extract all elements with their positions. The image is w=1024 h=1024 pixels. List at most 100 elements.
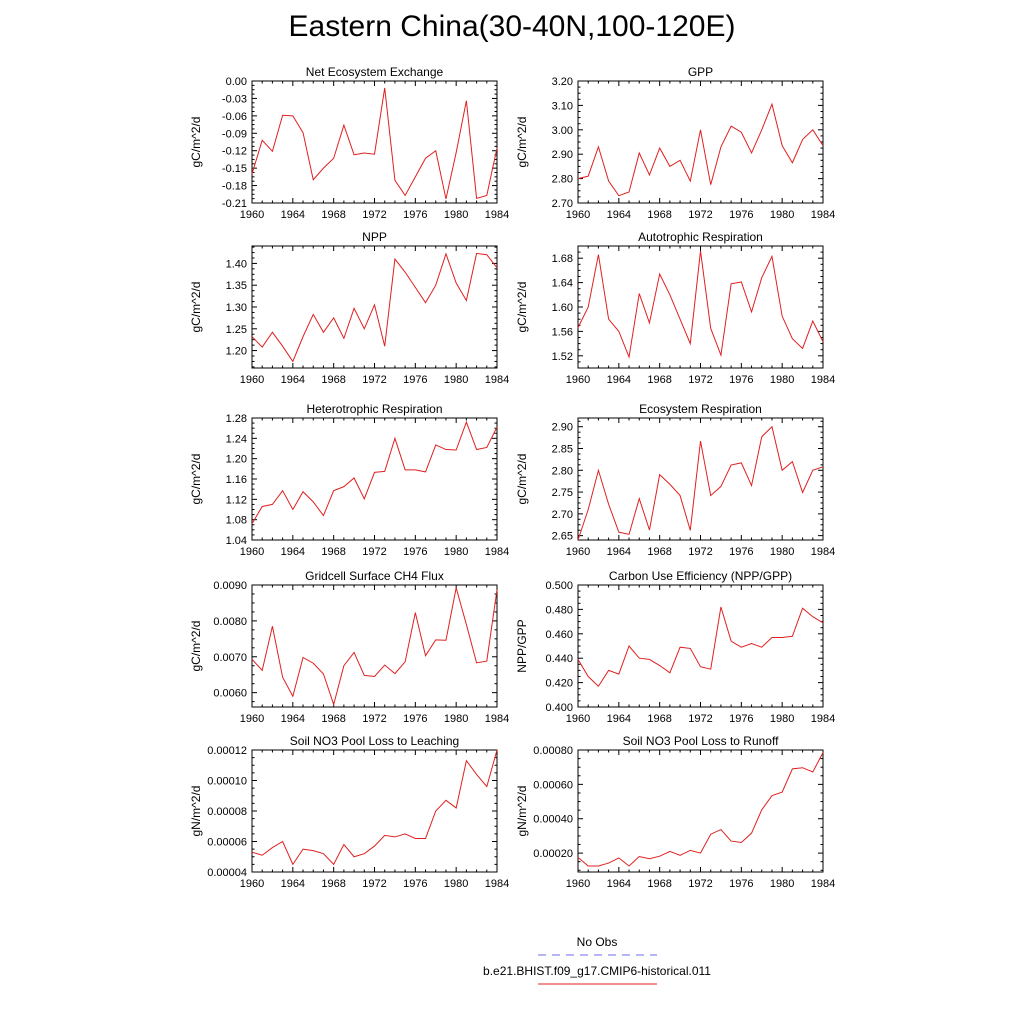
series-line-1 xyxy=(577,250,824,359)
y-tick-label: 1.04 xyxy=(226,535,247,547)
x-tick-label: 1984 xyxy=(485,546,509,558)
y-tick-label: 0.00060 xyxy=(533,779,573,791)
x-tick-label: 1984 xyxy=(811,209,835,221)
panel-title: Heterotrophic Respiration xyxy=(306,402,442,416)
x-tick-label: 1984 xyxy=(485,209,509,221)
y-tick-label: -0.12 xyxy=(222,146,247,158)
x-tick-label: 1964 xyxy=(607,546,631,558)
panel-title: Net Ecosystem Exchange xyxy=(306,65,444,79)
y-tick-label: 1.20 xyxy=(226,346,247,358)
y-tick-label: 2.80 xyxy=(552,174,573,186)
x-tick-label: 1980 xyxy=(770,374,794,386)
panel-title: Autotrophic Respiration xyxy=(638,230,763,244)
y-tick-label: 0.440 xyxy=(545,653,573,665)
x-tick-label: 1964 xyxy=(607,878,631,890)
x-tick-label: 1960 xyxy=(240,374,264,386)
plot-frame xyxy=(577,245,824,369)
y-axis-label: gN/m^2/d xyxy=(189,786,203,837)
x-tick-label: 1964 xyxy=(281,209,305,221)
x-tick-label: 1968 xyxy=(321,209,345,221)
x-tick-label: 1960 xyxy=(240,546,264,558)
legend-label: b.e21.BHIST.f09_g17.CMIP6-historical.011 xyxy=(483,964,711,978)
x-tick-label: 1972 xyxy=(362,546,386,558)
y-tick-label: -0.06 xyxy=(222,111,247,123)
y-tick-label: 2.90 xyxy=(552,149,573,161)
y-axis-label: gN/m^2/d xyxy=(515,786,529,837)
plot-frame xyxy=(251,417,498,541)
series-line-1 xyxy=(577,606,824,688)
y-tick-label: 0.460 xyxy=(545,629,573,641)
y-tick-label: -0.03 xyxy=(222,93,247,105)
x-tick-label: 1960 xyxy=(566,546,590,558)
y-tick-label: 2.90 xyxy=(552,422,573,434)
x-tick-label: 1968 xyxy=(321,878,345,890)
y-tick-label: 3.20 xyxy=(552,76,573,88)
x-tick-label: 1960 xyxy=(240,878,264,890)
x-tick-label: 1976 xyxy=(729,209,753,221)
y-axis-label: gC/m^2/d xyxy=(189,621,203,672)
chart-panel-8: Carbon Use Efficiency (NPP/GPP) 1960 1964 1… xyxy=(515,569,835,725)
x-tick-label: 1968 xyxy=(647,209,671,221)
y-tick-label: 0.00006 xyxy=(207,837,247,849)
y-tick-label: 2.85 xyxy=(552,444,573,456)
series-line-1 xyxy=(251,252,498,363)
y-axis-label: gC/m^2/d xyxy=(189,282,203,333)
chart-panel-6: Ecosystem Respiration 1960 1964 1968 1972 197… xyxy=(515,402,835,558)
x-tick-label: 1984 xyxy=(485,878,509,890)
y-tick-label: 0.480 xyxy=(545,604,573,616)
y-tick-label: 0.400 xyxy=(545,702,573,714)
y-tick-label: 2.75 xyxy=(552,487,573,499)
y-tick-label: 2.65 xyxy=(552,531,573,543)
chart-panel-2: GPP 1960 1964 1968 1972 1976 1980 1984 2.70 2.80 2… xyxy=(515,65,835,221)
x-tick-label: 1972 xyxy=(362,878,386,890)
y-tick-label: 1.64 xyxy=(552,278,573,290)
y-tick-label: 1.25 xyxy=(226,324,247,336)
y-tick-label: 1.30 xyxy=(226,302,247,314)
plot-frame xyxy=(577,749,824,873)
x-tick-label: 1968 xyxy=(321,374,345,386)
chart-panel-5: Heterotrophic Respiration 1960 1964 1968 197… xyxy=(189,402,509,558)
legend: No Obs b.e21.BHIST.f09_g17.CMIP6-historic… xyxy=(483,935,711,985)
x-tick-label: 1960 xyxy=(240,713,264,725)
x-tick-label: 1976 xyxy=(403,546,427,558)
x-tick-label: 1968 xyxy=(647,546,671,558)
x-tick-label: 1960 xyxy=(566,374,590,386)
figure-title: Eastern China(30-40N,100-120E) xyxy=(288,10,736,43)
y-tick-label: 0.00010 xyxy=(207,776,247,788)
x-tick-label: 1980 xyxy=(444,546,468,558)
x-tick-label: 1964 xyxy=(281,546,305,558)
y-tick-label: 1.60 xyxy=(552,302,573,314)
panel-title: Carbon Use Efficiency (NPP/GPP) xyxy=(609,569,792,583)
x-tick-label: 1964 xyxy=(281,878,305,890)
y-tick-label: 3.10 xyxy=(552,100,573,112)
y-tick-label: 2.70 xyxy=(552,198,573,210)
x-tick-label: 1976 xyxy=(729,546,753,558)
x-tick-label: 1980 xyxy=(770,546,794,558)
y-tick-label: 2.70 xyxy=(552,509,573,521)
series-line-1 xyxy=(251,587,498,707)
x-tick-label: 1960 xyxy=(566,878,590,890)
y-tick-label: 1.68 xyxy=(552,253,573,265)
y-axis-label: gC/m^2/d xyxy=(189,117,203,168)
panel-title: Ecosystem Respiration xyxy=(639,402,762,416)
series-line-1 xyxy=(251,420,498,524)
x-tick-label: 1964 xyxy=(281,374,305,386)
panel-title: Soil NO3 Pool Loss to Runoff xyxy=(623,734,780,748)
x-tick-label: 1980 xyxy=(770,878,794,890)
y-tick-label: 0.500 xyxy=(545,580,573,592)
y-tick-label: 0.00004 xyxy=(207,867,247,879)
panel-title: GPP xyxy=(688,65,713,79)
plot-frame xyxy=(577,584,824,708)
x-tick-label: 1980 xyxy=(444,878,468,890)
y-axis-label: gC/m^2/d xyxy=(189,454,203,505)
x-tick-label: 1980 xyxy=(444,374,468,386)
y-tick-label: 3.00 xyxy=(552,125,573,137)
x-tick-label: 1960 xyxy=(566,209,590,221)
series-line-1 xyxy=(577,752,824,867)
x-tick-label: 1972 xyxy=(362,713,386,725)
y-tick-label: 0.0080 xyxy=(213,616,247,628)
y-tick-label: 1.52 xyxy=(552,351,573,363)
x-tick-label: 1968 xyxy=(647,713,671,725)
x-tick-label: 1968 xyxy=(321,546,345,558)
